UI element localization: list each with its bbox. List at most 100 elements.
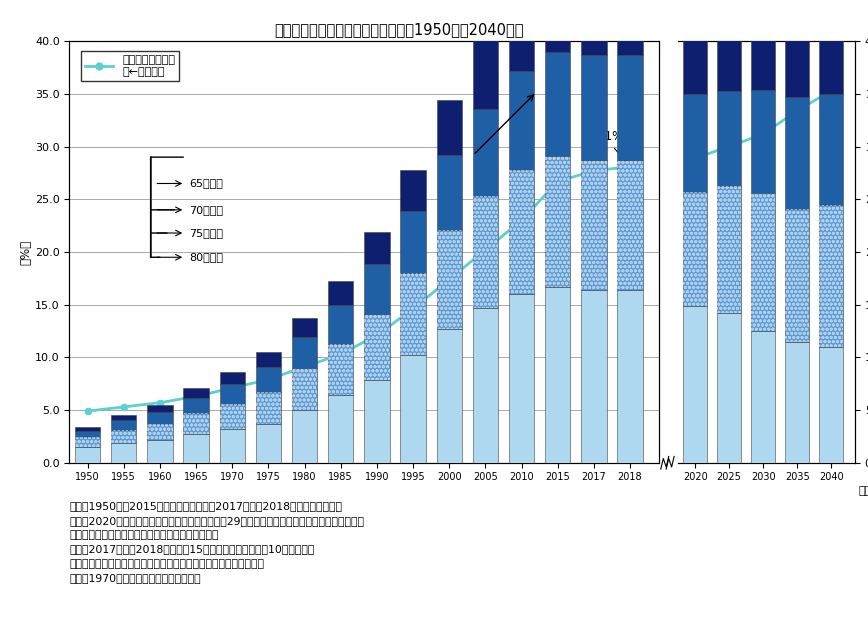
Bar — [473, 196, 498, 308]
Bar — [786, 97, 809, 209]
Bar — [75, 447, 100, 463]
Bar — [717, 186, 741, 313]
Bar — [328, 281, 353, 305]
Bar — [509, 170, 534, 294]
Bar — [400, 273, 425, 355]
Bar — [509, 71, 534, 170]
Bar — [437, 100, 462, 155]
Bar — [400, 170, 425, 211]
Y-axis label: （%）: （%） — [19, 240, 32, 264]
Bar — [582, 0, 607, 55]
Bar — [473, 108, 498, 196]
Bar — [400, 211, 425, 273]
Bar — [220, 372, 245, 384]
Bar — [400, 355, 425, 463]
Bar — [75, 427, 100, 431]
Bar — [256, 392, 281, 424]
Bar — [786, 0, 809, 97]
Bar — [328, 396, 353, 463]
Bar — [437, 329, 462, 463]
Bar — [819, 94, 843, 205]
Bar — [365, 264, 390, 314]
Bar — [365, 380, 390, 463]
Bar — [717, 0, 741, 91]
Bar — [545, 0, 570, 52]
Bar — [683, 306, 707, 463]
Bar — [292, 368, 317, 410]
Bar — [111, 420, 136, 430]
Bar — [365, 314, 390, 380]
Bar — [751, 0, 775, 89]
Text: 80歳以上: 80歳以上 — [189, 252, 223, 262]
Bar — [617, 160, 642, 290]
Text: 70歳以上: 70歳以上 — [189, 205, 223, 215]
Bar — [111, 430, 136, 443]
Bar — [256, 424, 281, 463]
Bar — [819, 205, 843, 347]
Bar — [819, 347, 843, 463]
Text: 資料：1950年～2015年は「国勢調査」、2017年及び2018年は「人口推計」
　　　2020年以降は「日本の将来推計人口（平成29年推計）」出生（中位）死: 資料：1950年～2015年は「国勢調査」、2017年及び2018年は「人口推計… — [69, 501, 365, 583]
Bar — [292, 368, 317, 410]
Bar — [717, 313, 741, 463]
Bar — [819, 205, 843, 347]
Bar — [256, 352, 281, 367]
Bar — [509, 170, 534, 294]
Bar — [111, 415, 136, 420]
Bar — [582, 160, 607, 290]
Legend: 高齢者人口の割合
（←左目盛）: 高齢者人口の割合 （←左目盛） — [81, 51, 180, 82]
Bar — [148, 424, 173, 440]
Bar — [148, 440, 173, 463]
Bar — [437, 155, 462, 230]
Bar — [148, 424, 173, 440]
Bar — [786, 209, 809, 342]
Bar — [183, 413, 208, 434]
Bar — [220, 384, 245, 404]
Bar — [582, 290, 607, 463]
Bar — [292, 318, 317, 337]
Bar — [786, 342, 809, 463]
Bar — [75, 431, 100, 437]
Bar — [75, 437, 100, 447]
Bar — [683, 0, 707, 94]
Bar — [617, 55, 642, 160]
Bar — [819, 0, 843, 94]
Bar — [617, 160, 642, 290]
Bar — [717, 91, 741, 186]
Bar — [148, 405, 173, 412]
Bar — [256, 392, 281, 424]
Bar — [683, 94, 707, 192]
Bar — [509, 294, 534, 463]
Bar — [400, 273, 425, 355]
Bar — [292, 337, 317, 368]
Text: （年）: （年） — [858, 486, 868, 496]
Bar — [437, 230, 462, 329]
Bar — [183, 398, 208, 413]
Bar — [75, 437, 100, 447]
Bar — [786, 209, 809, 342]
Text: 図２　高齢者人口及び割合の推移（1950年～2040年）: 図２ 高齢者人口及び割合の推移（1950年～2040年） — [274, 22, 524, 37]
Bar — [545, 156, 570, 287]
Bar — [582, 160, 607, 290]
Bar — [683, 192, 707, 306]
Bar — [751, 193, 775, 331]
Bar — [220, 404, 245, 429]
Bar — [751, 89, 775, 193]
Bar — [473, 39, 498, 108]
Bar — [617, 290, 642, 463]
Bar — [751, 193, 775, 331]
Bar — [220, 404, 245, 429]
Bar — [509, 0, 534, 71]
Bar — [545, 287, 570, 463]
Bar — [183, 434, 208, 463]
Bar — [183, 413, 208, 434]
Bar — [328, 305, 353, 344]
Bar — [328, 344, 353, 396]
Bar — [751, 331, 775, 463]
Text: 75歳以上: 75歳以上 — [189, 228, 223, 238]
Bar — [582, 55, 607, 160]
Bar — [437, 230, 462, 329]
Bar — [256, 367, 281, 392]
Bar — [365, 314, 390, 380]
Bar — [111, 443, 136, 463]
Bar — [545, 156, 570, 287]
